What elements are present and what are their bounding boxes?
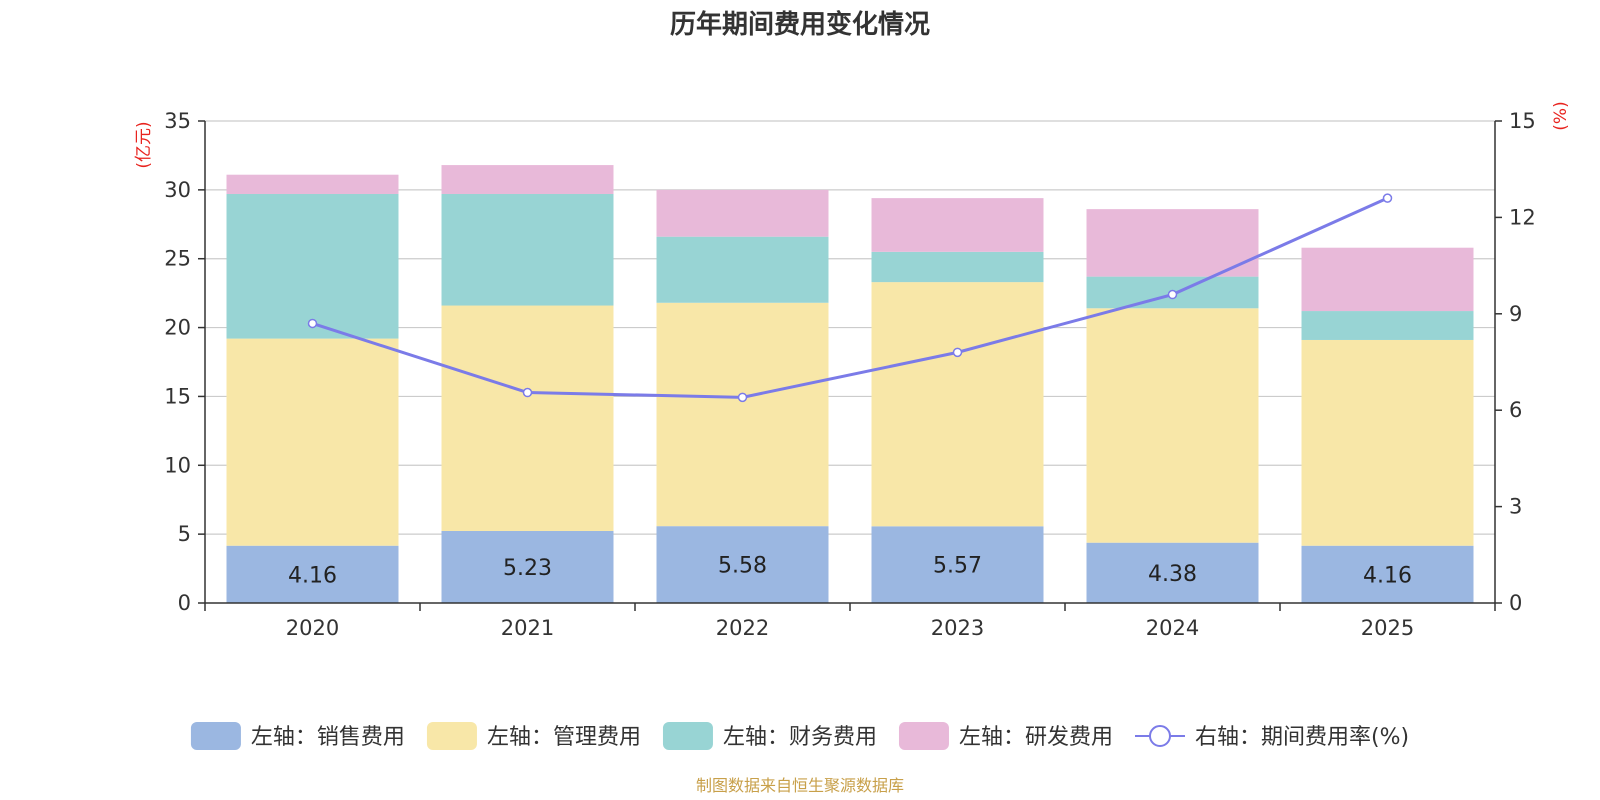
bar-value-label: 4.38 [1148,562,1197,587]
rate-point [737,392,748,403]
bar-segment [871,526,1044,603]
right-axis-tick-label: 9 [1509,302,1522,326]
right-axis-unit-label: (%) [1551,101,1571,130]
legend-color-swatch [190,722,241,750]
x-axis-tick-label: 2024 [1146,616,1199,640]
legend-item: 左轴：研发费用 [898,722,1113,750]
bar-segment [441,305,614,531]
left-axis-tick-label: 35 [164,109,191,133]
rate-point [307,318,318,329]
bar-value-label: 4.16 [1363,563,1412,588]
bar-segment [871,198,1044,252]
bar-segment [656,526,829,603]
bar-segment [441,165,614,194]
x-axis-tick-label: 2021 [501,616,554,640]
bar-segment [1301,339,1474,546]
x-axis-tick-label: 2022 [716,616,769,640]
bar-series [226,165,1474,603]
bar-segment [1301,311,1474,340]
bar-segment [226,193,399,339]
bar-segment [871,251,1044,283]
legend-label: 左轴：销售费用 [251,725,405,750]
bar-segment [226,545,399,603]
bar-segment [656,189,829,237]
bar-value-label: 5.58 [718,554,767,579]
legend-item: 左轴：管理费用 [426,722,641,750]
rate-point [522,387,533,398]
right-axis-tick-label: 12 [1509,205,1536,229]
bar-value-label: 5.57 [933,554,982,579]
legend-item: 左轴：财务费用 [662,722,877,750]
bar-segment [226,338,399,546]
bar-value-label: 5.23 [503,556,552,581]
bar-segment [871,282,1044,527]
right-axis-tick-label: 6 [1509,398,1522,422]
legend-label: 左轴：研发费用 [959,725,1113,750]
left-axis-unit-label: (亿元) [134,121,154,168]
left-axis-tick-label: 20 [164,316,191,340]
legend-color-swatch [898,722,949,750]
data-labels: 4.16 5.23 5.58 5.57 4.38 4.16 [288,554,1412,589]
bar-segment [441,530,614,603]
left-axis-tick-label: 10 [164,453,191,477]
bar-segment [1086,308,1259,543]
left-axis-tick-label: 0 [178,591,191,615]
bar-segment [226,174,399,194]
bar-segment [1086,542,1259,603]
bar-segment [656,236,829,303]
bar-value-label: 4.16 [288,563,337,588]
rate-point [1382,193,1393,203]
right-axis-tick-label: 15 [1509,109,1536,133]
legend-item: 左轴：销售费用 [190,722,405,750]
rate-line-series [307,193,1393,403]
bar-segment [1086,209,1259,277]
data-source-note: 制图数据来自恒生聚源数据库 [696,776,904,795]
rate-line [312,196,1389,399]
x-axis-tick-label: 2023 [931,616,984,640]
right-axis-tick-label: 0 [1509,591,1522,615]
gridlines [205,120,1495,535]
x-axis-tick-label: 2025 [1361,616,1414,640]
left-axis-tick-label: 5 [178,522,191,546]
bar-segment [1301,545,1474,603]
legend-label: 右轴：期间费用率(%) [1195,725,1409,750]
x-axis-tick-label: 2020 [286,616,339,640]
rate-point [1167,289,1178,300]
left-axis-tick-label: 25 [164,247,191,271]
rate-point [952,347,963,358]
right-axis-tick-label: 3 [1509,495,1522,519]
legend-item: 右轴：期间费用率(%) [1134,725,1409,750]
legend: 左轴：销售费用 左轴：管理费用 左轴：财务费用 左轴：研发费用 右轴：期间费用率(%) [190,722,1409,750]
legend-color-swatch [662,722,713,750]
legend-label: 左轴：管理费用 [487,725,641,750]
left-axis-tick-label: 30 [164,178,191,202]
bar-segment [441,193,614,306]
left-axis-tick-label: 15 [164,384,191,408]
chart-title: 历年期间费用变化情况 [670,9,930,40]
legend-label: 左轴：财务费用 [723,725,877,750]
legend-color-swatch [426,722,477,750]
bar-segment [1301,247,1474,312]
legend-marker-swatch [1148,725,1171,747]
bar-segment [656,302,829,527]
